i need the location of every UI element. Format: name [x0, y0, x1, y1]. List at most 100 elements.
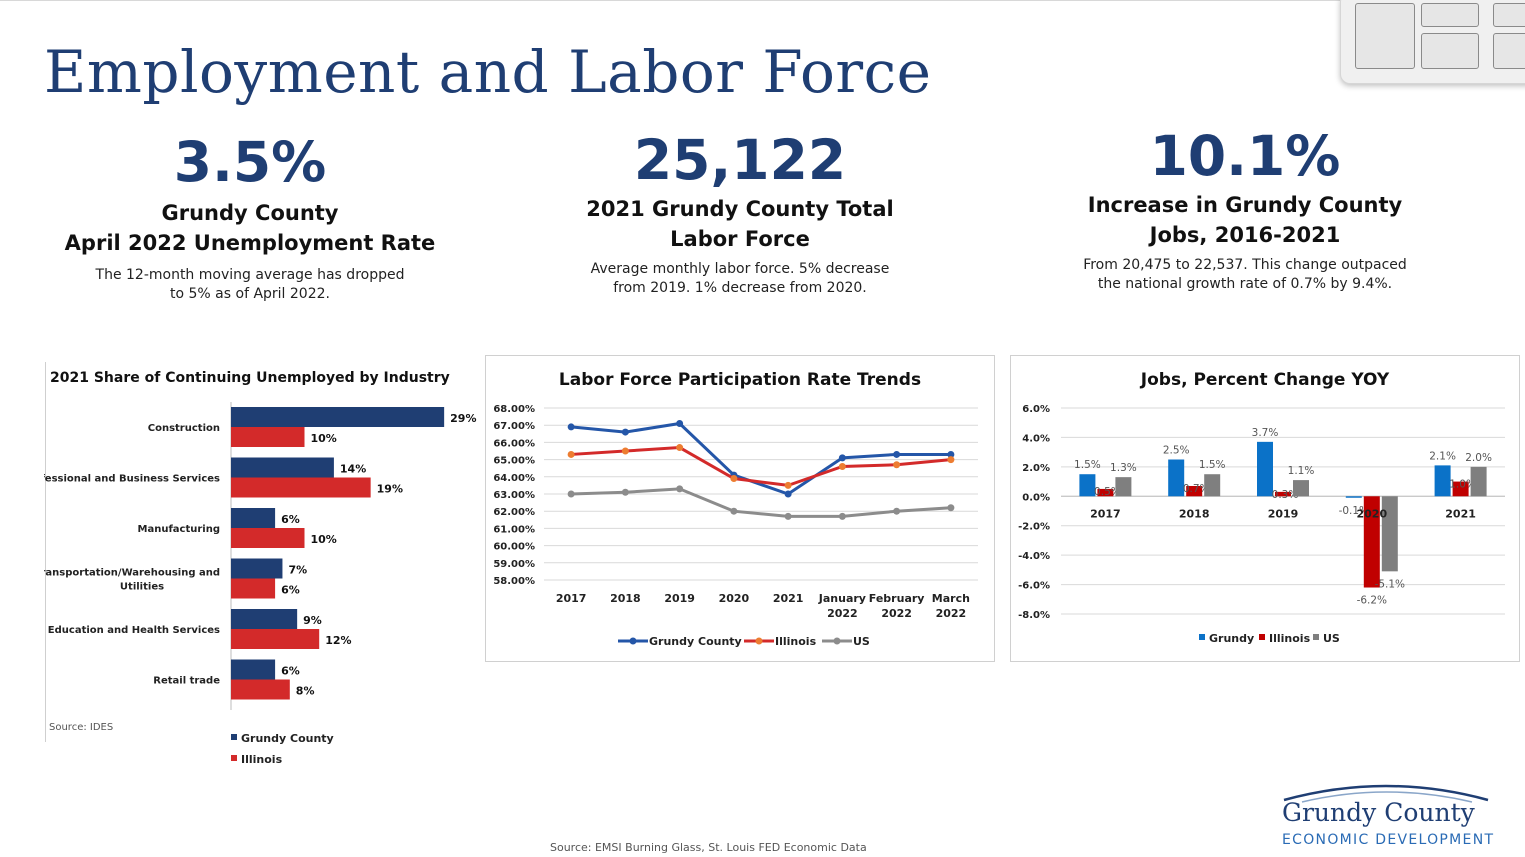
legend-label: US [853, 635, 870, 648]
x-tick-label: 2017 [556, 592, 587, 605]
snap-zone-left[interactable] [1355, 3, 1415, 69]
bar-grundy [231, 609, 298, 629]
chart-title: Labor Force Participation Rate Trends [558, 370, 922, 390]
data-point [730, 475, 738, 483]
data-point [784, 512, 792, 520]
x-tick-label: 2021 [773, 592, 804, 605]
y-tick-label: 63.00% [493, 490, 535, 501]
data-label: 2.0% [1465, 452, 1492, 464]
top-divider [0, 0, 1340, 1]
data-point [567, 423, 575, 431]
participation-rate-chart: Labor Force Participation Rate Trends 68… [485, 355, 995, 662]
series-line [571, 487, 951, 518]
kpi-description: The 12-month moving average has dropped … [60, 266, 440, 304]
bar-illinois [1186, 485, 1203, 497]
data-label: 0.5% [1094, 486, 1121, 498]
snap-zone-bottom-right[interactable] [1421, 33, 1479, 69]
kpi-heading-line: Grundy County [161, 201, 339, 225]
y-tick-label: 68.00% [493, 404, 535, 415]
legend-swatch [231, 734, 237, 740]
data-point [567, 490, 575, 498]
y-tick-label: -6.0% [1018, 581, 1050, 592]
source-note: Source: IDES [49, 722, 114, 733]
kpi-heading: 2021 Grundy County Total Labor Force [550, 194, 930, 254]
data-label: 12% [325, 634, 351, 647]
data-label: 1.3% [1110, 462, 1137, 474]
data-label: 10% [311, 432, 337, 445]
snap-layout-flyout[interactable] [1340, 0, 1525, 84]
bar-us [1470, 466, 1487, 497]
snap-zone-far-top[interactable] [1493, 3, 1525, 27]
legend-marker [629, 637, 637, 645]
bar-illinois [1097, 488, 1114, 497]
data-label: 9% [303, 614, 322, 627]
data-point [784, 490, 792, 498]
bar-grundy [231, 407, 445, 427]
y-tick-label: 4.0% [1022, 433, 1050, 444]
data-label: 1.0% [1449, 479, 1476, 491]
kpi-description-line: to 5% as of April 2022. [170, 286, 330, 302]
logo-arc-icon [1283, 784, 1489, 803]
logo-tagline: ECONOMIC DEVELOPMENT [1282, 832, 1495, 848]
data-label: -0.1% [1339, 505, 1369, 517]
legend-swatch [1313, 634, 1319, 640]
data-point [676, 444, 684, 452]
x-tick-label: 2022 [936, 607, 967, 620]
kpi-value: 10.1% [1149, 124, 1341, 188]
kpi-value: 3.5% [173, 130, 327, 194]
y-tick-label: 66.00% [493, 438, 535, 449]
legend-marker [833, 637, 841, 645]
kpi-heading-line: Jobs, 2016-2021 [1149, 223, 1341, 247]
category-label: Manufacturing [138, 524, 221, 535]
data-point [676, 485, 684, 493]
legend-label: Grundy County [241, 732, 334, 745]
x-tick-label: March [932, 592, 970, 605]
data-point [784, 481, 792, 489]
industry-unemployed-chart: 2021 Share of Continuing Unemployed by I… [44, 362, 484, 782]
data-point [730, 507, 738, 515]
bar-illinois [231, 477, 371, 498]
y-tick-label: 61.00% [493, 524, 535, 535]
kpi-description: From 20,475 to 22,537. This change outpa… [1040, 256, 1450, 294]
data-point [893, 450, 901, 458]
bar-illinois [1363, 496, 1380, 588]
data-point [947, 450, 955, 458]
legend-label: Illinois [775, 635, 817, 648]
x-tick-label: 2020 [719, 592, 750, 605]
bar-grundy [1434, 465, 1451, 497]
y-tick-label: 62.00% [493, 507, 535, 518]
snap-zone-top-right[interactable] [1421, 3, 1479, 27]
bar-illinois [231, 629, 320, 649]
data-label: 10% [311, 533, 337, 546]
x-tick-label: 2017 [1090, 507, 1121, 520]
x-tick-label: 2018 [610, 592, 641, 605]
kpi-value: 25,122 [633, 128, 847, 192]
x-tick-label: 2018 [1179, 507, 1210, 520]
y-tick-label: 65.00% [493, 456, 535, 467]
category-label: Professional and Business Services [44, 474, 220, 485]
data-label: 0.3% [1272, 489, 1299, 501]
data-label: 2.1% [1429, 450, 1456, 462]
category-label: Transportation/Warehousing and [44, 568, 220, 579]
data-point [838, 454, 846, 462]
bar-grundy [1257, 441, 1273, 497]
kpi-description-line: from 2019. 1% decrease from 2020. [613, 280, 867, 296]
chart-title: 2021 Share of Continuing Unemployed by I… [50, 370, 450, 386]
data-point [567, 450, 575, 458]
bar-illinois [231, 578, 276, 599]
bar-grundy [1345, 496, 1362, 498]
snap-zone-far-bottom[interactable] [1493, 33, 1525, 69]
category-label: Retail trade [153, 676, 220, 687]
data-label: 3.7% [1252, 427, 1279, 439]
data-label: 2.5% [1163, 445, 1190, 457]
y-tick-label: -8.0% [1018, 610, 1050, 621]
bar-grundy [231, 558, 283, 579]
data-label: -5.1% [1375, 578, 1405, 590]
data-point [621, 428, 629, 436]
data-label: 1.5% [1199, 459, 1226, 471]
kpi-heading: Grundy County April 2022 Unemployment Ra… [60, 198, 440, 258]
bar-grundy [231, 457, 334, 478]
data-label: 1.1% [1288, 465, 1315, 477]
kpi-description-line: the national growth rate of 0.7% by 9.4%… [1097, 276, 1393, 292]
kpi-heading-line: 2021 Grundy County Total [586, 197, 894, 221]
